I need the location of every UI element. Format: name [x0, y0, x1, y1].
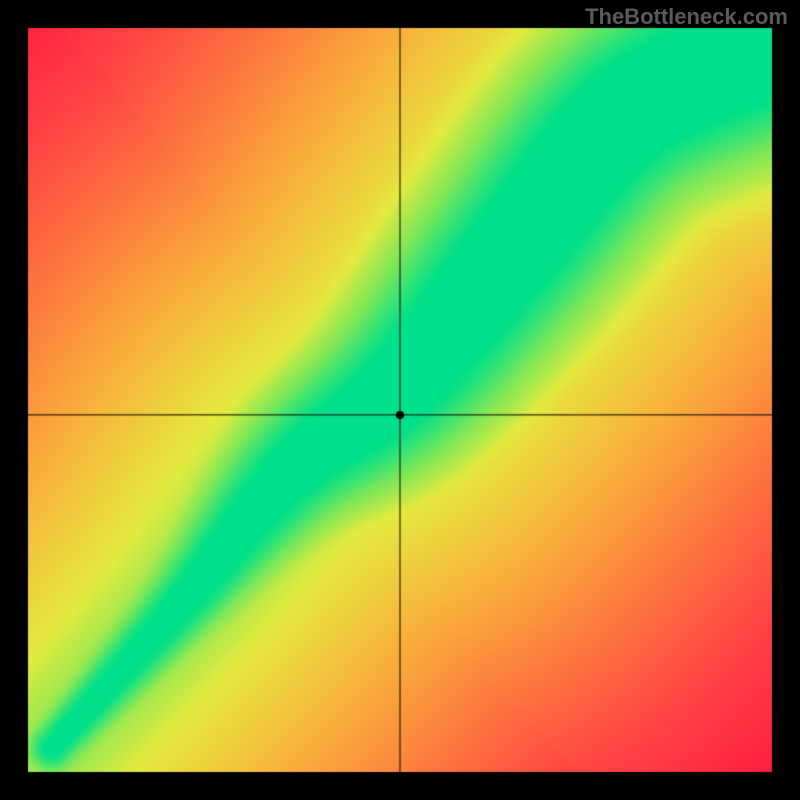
watermark-text: TheBottleneck.com — [585, 4, 788, 30]
bottleneck-heatmap — [0, 0, 800, 800]
chart-container: TheBottleneck.com — [0, 0, 800, 800]
